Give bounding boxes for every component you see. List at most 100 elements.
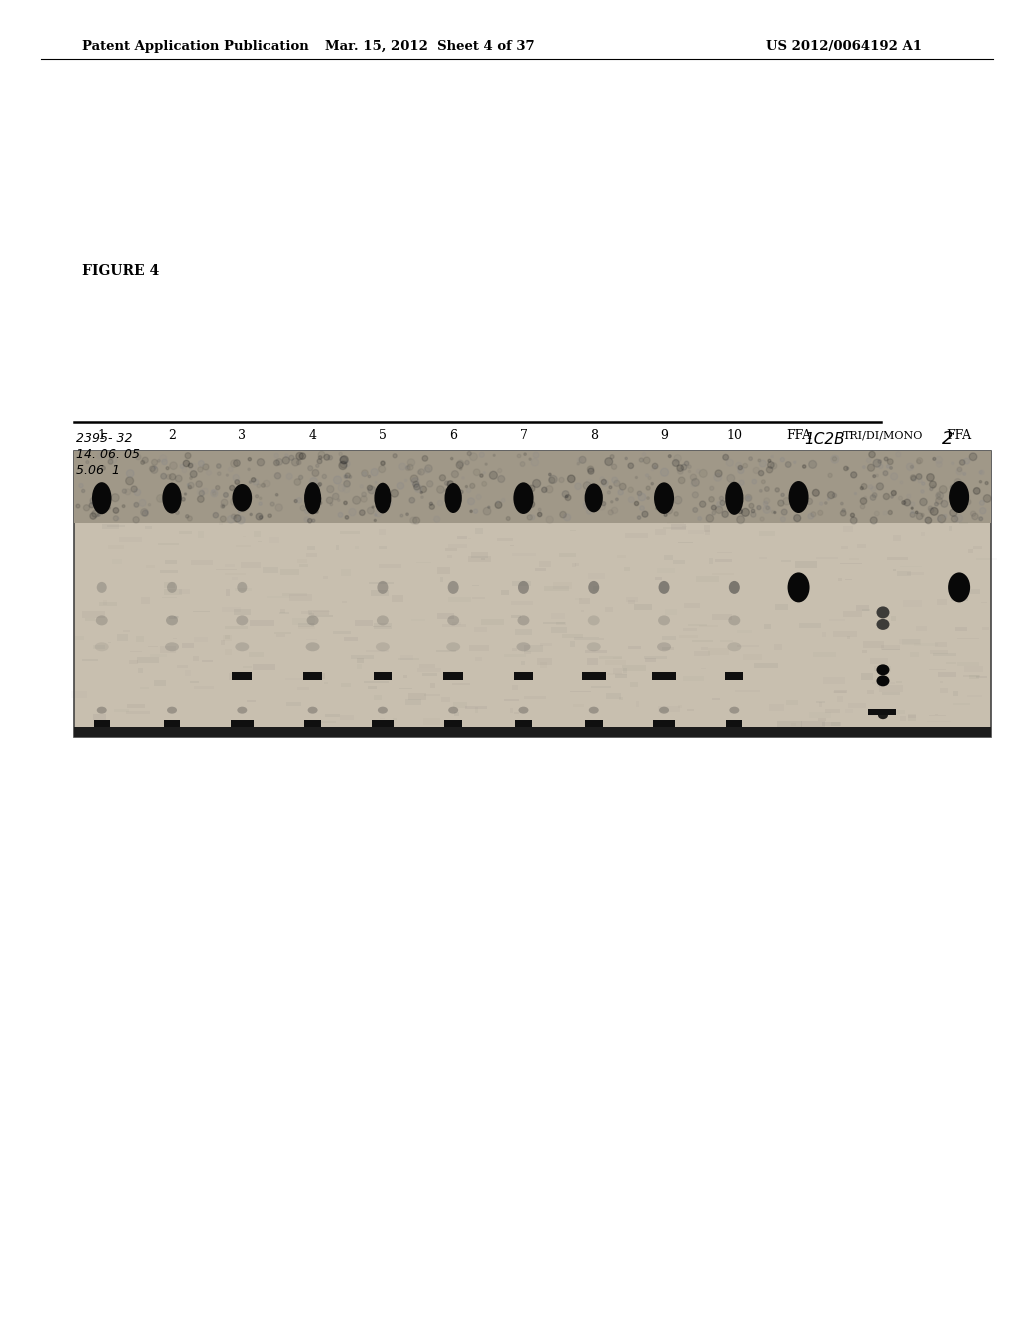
Circle shape [97,513,100,516]
Bar [280,569,299,574]
Circle shape [916,459,921,463]
Bar [683,676,705,681]
Ellipse shape [95,643,109,651]
Bar [314,615,333,616]
Circle shape [741,508,750,516]
Circle shape [374,519,377,521]
Circle shape [688,470,690,473]
Bar [856,606,868,611]
Circle shape [114,516,119,521]
Bar [951,598,968,601]
Circle shape [309,478,317,486]
Bar [253,664,274,669]
Circle shape [574,483,582,490]
Circle shape [985,482,988,484]
Bar [840,562,862,565]
Circle shape [122,504,125,508]
Bar [553,582,572,590]
Ellipse shape [236,643,249,651]
Bar [365,681,389,682]
Ellipse shape [95,615,108,626]
Circle shape [140,508,148,516]
Bar [535,569,546,572]
Bar [910,652,920,657]
Circle shape [259,498,262,499]
Circle shape [660,469,669,477]
Circle shape [228,467,233,471]
Text: 1C2B: 1C2B [804,432,845,446]
Circle shape [95,506,101,512]
Bar [510,708,513,713]
Bar [398,657,419,660]
Bar [572,564,577,568]
Circle shape [420,491,422,494]
Circle shape [830,455,839,463]
Circle shape [217,463,221,469]
Bar [712,573,734,576]
Bar [843,527,853,532]
Circle shape [780,458,784,462]
Circle shape [760,461,766,467]
Circle shape [809,461,816,469]
Bar [333,631,351,634]
Bar [243,536,247,537]
Bar [834,689,847,693]
Bar [307,546,314,549]
Ellipse shape [378,581,388,594]
Bar [692,640,713,643]
Circle shape [872,492,877,498]
Bar [606,693,622,698]
Bar [759,531,774,536]
Circle shape [338,512,343,517]
Circle shape [896,451,901,457]
Circle shape [411,475,418,483]
Circle shape [297,498,302,503]
Bar [952,702,970,705]
Circle shape [233,459,241,466]
Circle shape [86,461,89,463]
Circle shape [79,483,83,487]
Bar [655,529,666,536]
Circle shape [871,487,876,491]
Bar [289,594,312,601]
Circle shape [964,458,970,465]
Bar [108,642,111,643]
Bar [720,640,733,642]
Bar [644,656,667,659]
Circle shape [304,510,309,513]
Circle shape [359,510,366,516]
Circle shape [559,478,564,483]
Circle shape [307,519,312,523]
Ellipse shape [447,581,459,594]
Bar [453,622,461,624]
Bar [870,657,889,664]
Circle shape [610,500,613,503]
Bar [102,524,119,529]
Bar [356,664,361,669]
Circle shape [890,466,892,470]
Bar [813,652,836,657]
Circle shape [943,515,947,517]
Circle shape [404,479,407,482]
Circle shape [408,465,413,470]
Circle shape [134,488,140,495]
Circle shape [292,458,299,466]
Circle shape [763,506,771,513]
Bar [232,672,252,680]
Bar [225,626,248,628]
Circle shape [602,480,608,486]
Circle shape [377,506,382,510]
Bar [298,627,315,630]
Bar [457,536,467,539]
Bar [930,651,948,653]
Bar [880,685,903,692]
Circle shape [253,479,259,484]
Circle shape [844,466,848,471]
Circle shape [699,470,708,478]
Circle shape [884,511,887,515]
Bar [629,599,635,603]
Circle shape [414,484,420,490]
Bar [430,682,435,688]
Circle shape [122,488,127,494]
Bar [959,521,968,524]
